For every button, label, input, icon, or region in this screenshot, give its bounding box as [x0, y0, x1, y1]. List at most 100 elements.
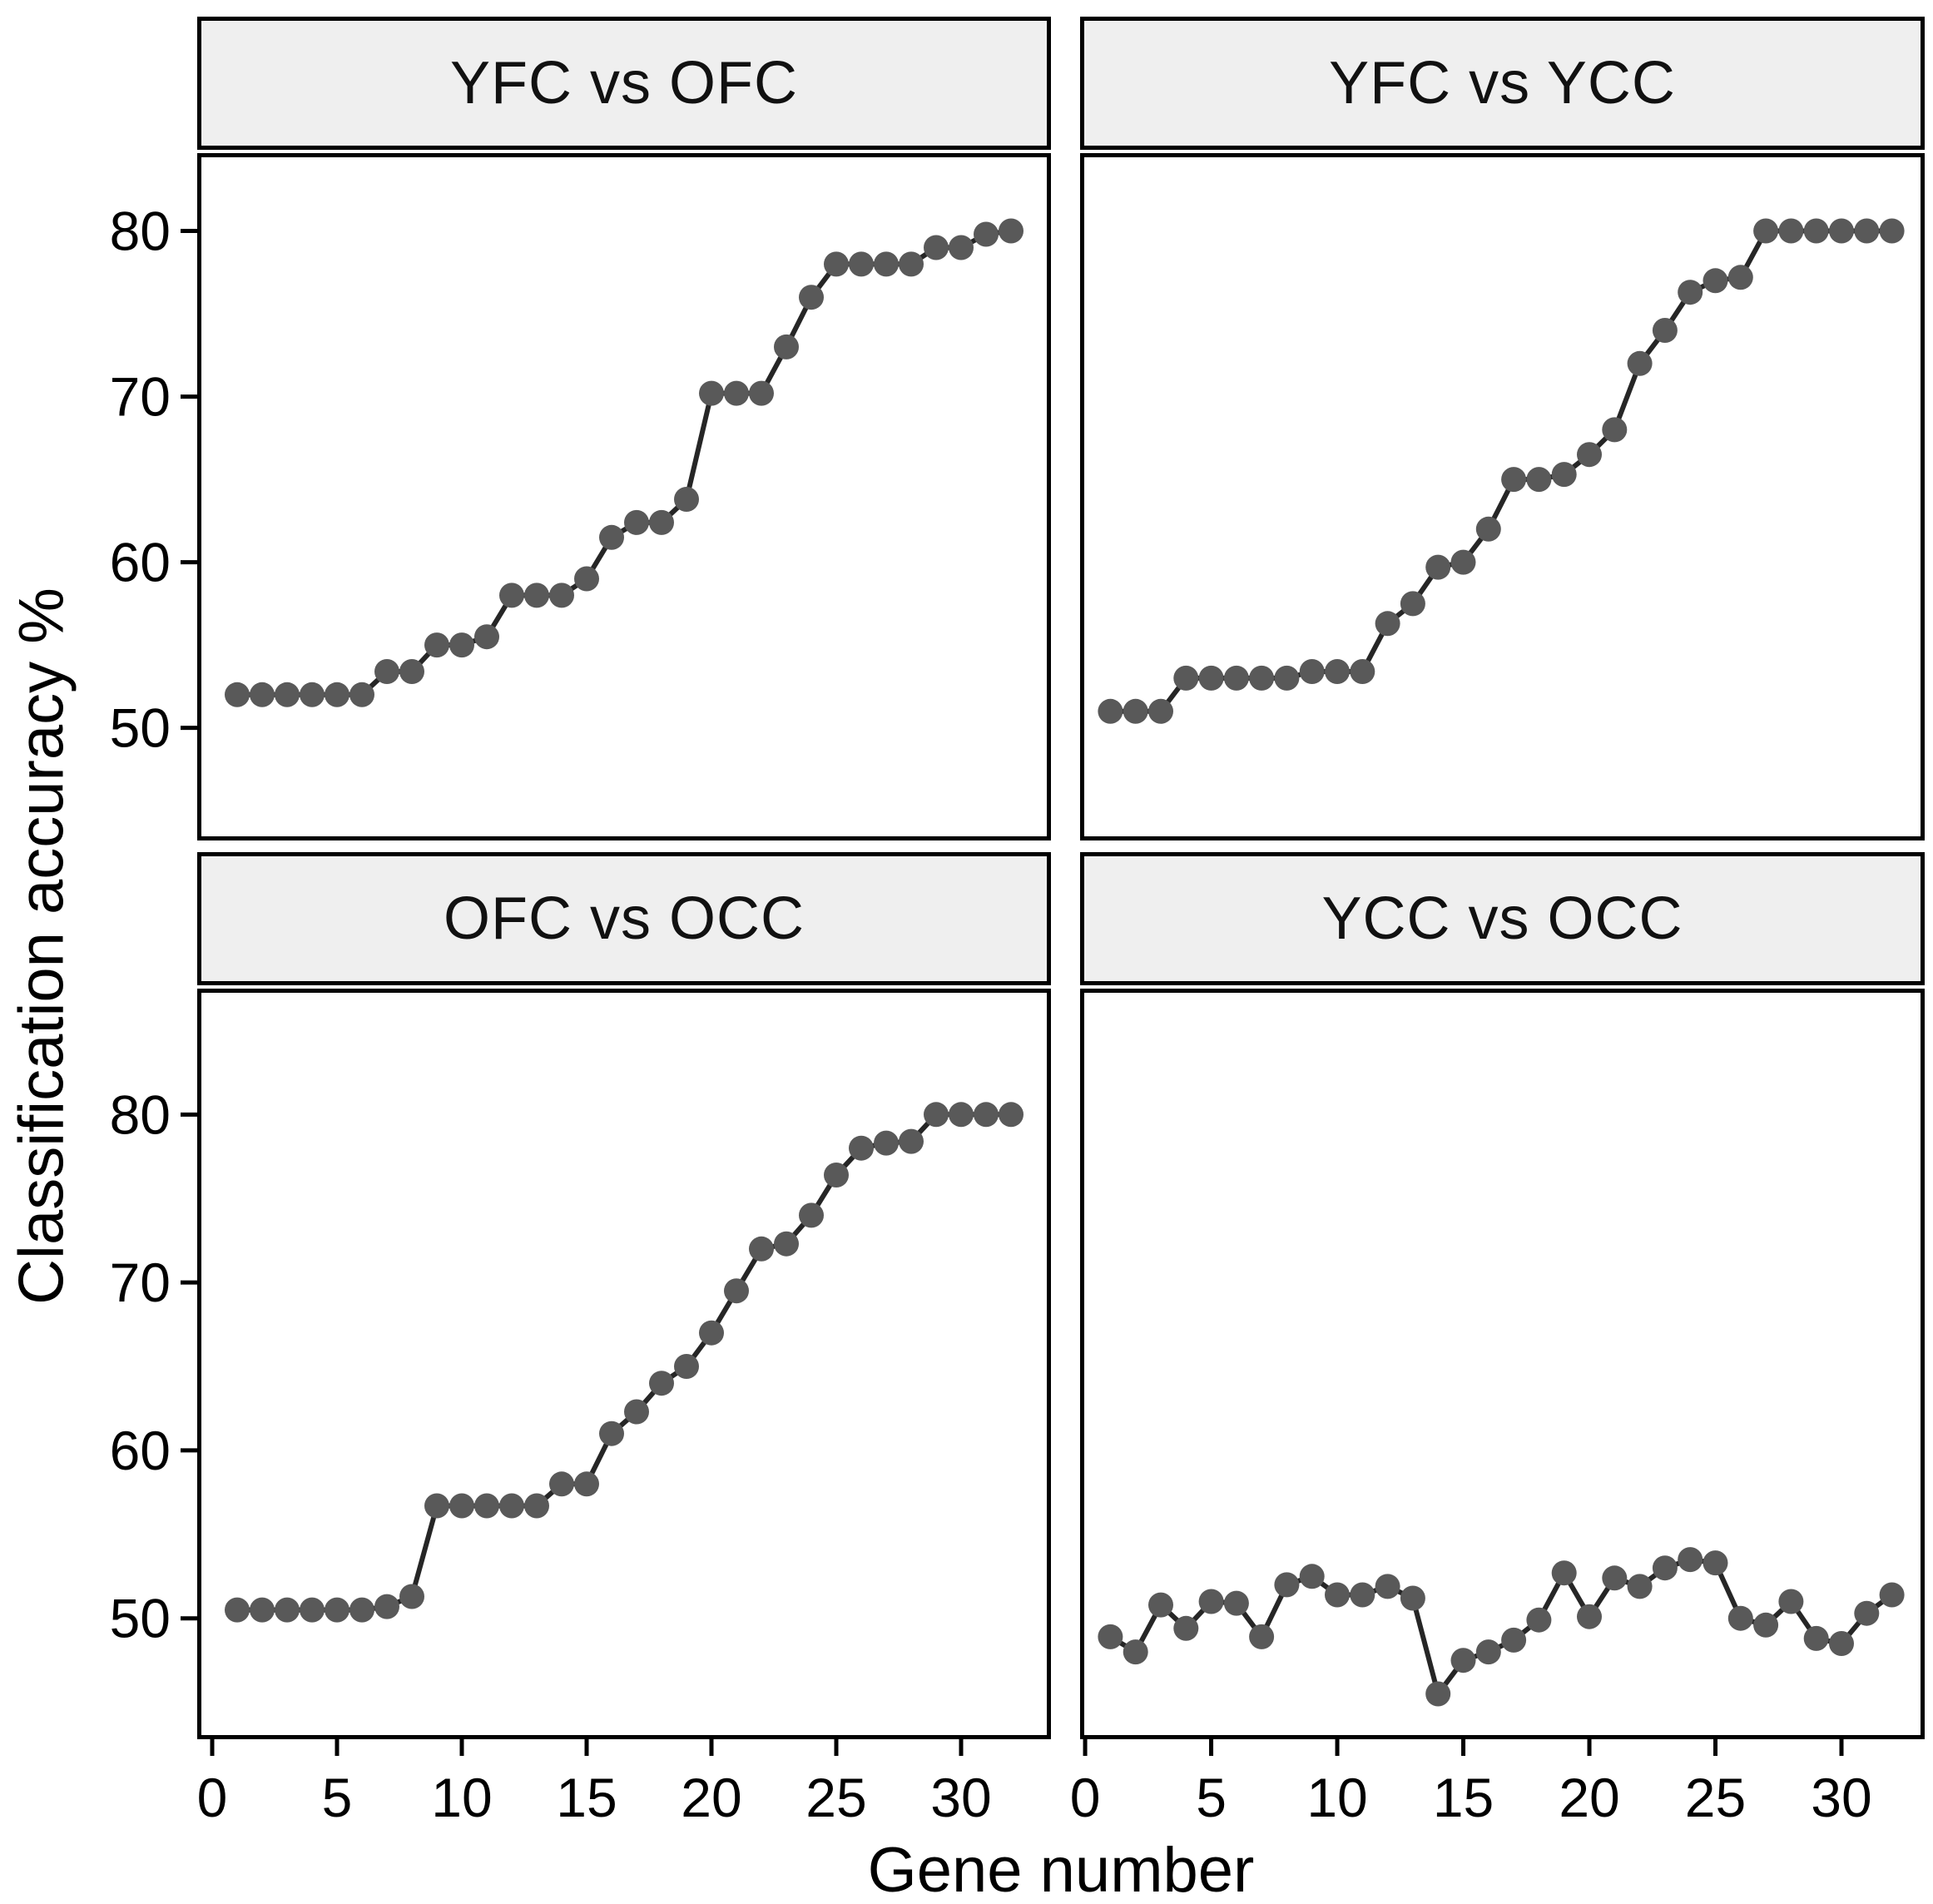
data-point [1778, 218, 1804, 244]
data-point [949, 1102, 974, 1128]
data-point [1274, 1572, 1300, 1598]
data-point [1299, 659, 1325, 684]
data-point [374, 1594, 399, 1619]
data-point [649, 509, 674, 535]
data-point [349, 682, 374, 707]
data-point [1148, 698, 1173, 724]
data-point [949, 235, 974, 260]
data-point [300, 1597, 325, 1623]
data-point [1400, 591, 1425, 617]
data-point [1678, 280, 1703, 305]
data-point [1803, 218, 1829, 244]
data-point [524, 1493, 549, 1519]
data-point [799, 285, 824, 310]
data-point [1703, 1550, 1728, 1576]
data-point [1249, 665, 1275, 691]
data-point [225, 682, 250, 707]
data-point [899, 251, 924, 277]
panel-border [197, 153, 1051, 840]
series-line [235, 228, 1014, 697]
data-point [1753, 218, 1779, 244]
data-point [474, 624, 499, 650]
data-point [574, 566, 599, 592]
data-point [1879, 218, 1905, 244]
data-point [1198, 665, 1224, 691]
data-point [1829, 1631, 1854, 1656]
data-point [674, 1354, 699, 1379]
data-point [1753, 1612, 1779, 1638]
data-point [424, 1493, 449, 1519]
data-point [275, 1597, 300, 1623]
data-point [1727, 265, 1753, 290]
x-tick-label: 20 [681, 1767, 741, 1828]
data-point [499, 583, 524, 608]
data-point [774, 334, 799, 359]
data-point [724, 1278, 749, 1304]
data-point [325, 1597, 349, 1623]
data-point [1173, 665, 1199, 691]
data-point [624, 1399, 649, 1425]
data-point [250, 682, 275, 707]
data-point [449, 632, 474, 658]
data-point [1602, 417, 1628, 443]
data-point [225, 1597, 250, 1623]
x-tick-label: 30 [1811, 1767, 1871, 1828]
data-point [1627, 350, 1653, 376]
data-point [749, 1236, 774, 1262]
data-point [1526, 467, 1552, 493]
x-tick-label: 25 [1685, 1767, 1746, 1828]
data-point [1325, 659, 1350, 684]
data-point [1249, 1624, 1275, 1649]
data-point [824, 1163, 849, 1188]
data-point [1727, 1605, 1753, 1631]
data-point [499, 1493, 524, 1519]
data-point [924, 1102, 949, 1128]
series-line [235, 1112, 1014, 1613]
data-point [599, 1421, 624, 1446]
data-point [1450, 549, 1476, 575]
data-point [699, 1320, 724, 1346]
data-point [774, 1231, 799, 1257]
data-point [874, 251, 899, 277]
x-tick-label: 20 [1559, 1767, 1619, 1828]
data-point [1652, 318, 1678, 343]
x-tick-label: 5 [322, 1767, 353, 1828]
data-point [549, 583, 574, 608]
data-point [1703, 268, 1728, 294]
data-point [724, 380, 749, 406]
data-point [1400, 1585, 1425, 1611]
data-point [1350, 1582, 1375, 1608]
data-point [1475, 1639, 1501, 1665]
data-point [1375, 1574, 1400, 1599]
data-point [1551, 1560, 1577, 1586]
data-point [399, 659, 424, 684]
x-tick-label: 25 [805, 1767, 866, 1828]
data-point [1198, 1589, 1224, 1614]
x-tick-label: 0 [197, 1767, 228, 1828]
data-point [849, 251, 874, 277]
y-tick-label: 50 [110, 697, 171, 759]
data-point [449, 1493, 474, 1519]
data-point [1375, 611, 1400, 637]
y-tick-label: 70 [110, 366, 171, 428]
panel-border [197, 989, 1051, 1739]
data-point [1829, 218, 1854, 244]
x-tick-label: 10 [431, 1767, 492, 1828]
data-point [1425, 1681, 1451, 1707]
facet-panel-ycc-vs-occ: 0 5 10 15 20 25 30 [1070, 989, 1925, 1828]
data-point [1299, 1564, 1325, 1589]
facet-panel-ofc-vs-occ: 80 70 60 50 0 5 10 15 20 25 30 [110, 989, 1051, 1828]
data-point [1526, 1607, 1552, 1633]
y-tick-label: 70 [110, 1252, 171, 1313]
data-point [1627, 1574, 1653, 1599]
data-point [749, 380, 774, 406]
data-point [824, 251, 849, 277]
data-point [300, 682, 325, 707]
data-point [549, 1471, 574, 1497]
data-point [1602, 1565, 1628, 1591]
data-point [1854, 1600, 1880, 1626]
data-point [1854, 218, 1880, 244]
data-point [1803, 1625, 1829, 1651]
data-point [574, 1471, 599, 1497]
data-point [1123, 698, 1148, 724]
